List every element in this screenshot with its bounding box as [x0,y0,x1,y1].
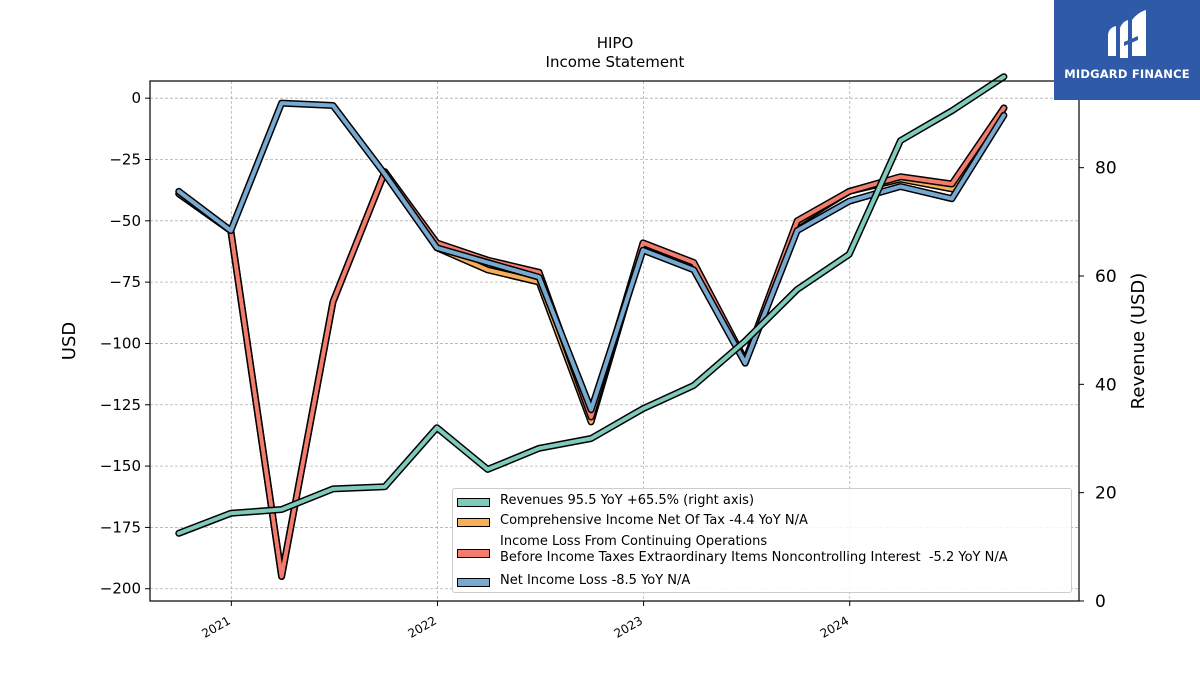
left-axis-label: USD [59,322,80,360]
right-axis: 0 20 40 60 80 [1079,159,1117,612]
left-tick-label: 0 [131,89,141,107]
right-tick-label: 60 [1095,267,1117,287]
legend-swatch-income-loss-continuing [457,549,490,558]
right-tick-label: 0 [1095,592,1106,612]
left-tick-label: −100 [100,334,141,352]
legend-swatch-revenues [457,498,490,507]
legend-label-revenues: Revenues 95.5 YoY +65.5% (right axis) [500,493,755,508]
left-tick-label: −50 [109,212,141,230]
series-layer [175,73,1008,580]
chart-subtitle: Income Statement [546,53,685,71]
logo-mark-icon [1108,10,1146,58]
left-tick-label: −200 [100,580,141,598]
plot-frame [149,80,1080,602]
brand-logo: MIDGARD FINANCE [1054,0,1200,100]
left-tick-label: −25 [109,150,141,168]
series-2-line [176,106,1006,579]
left-tick-label: −125 [100,396,141,414]
series-3-outline [175,99,1008,414]
left-tick-label: −150 [100,457,141,475]
series-0-line [176,74,1006,536]
legend-label-comprehensive-income: Comprehensive Income Net Of Tax -4.4 YoY… [500,513,808,528]
x-axis: 2021 2022 2023 2024 [199,601,851,641]
legend: Revenues 95.5 YoY +65.5% (right axis) Co… [452,488,1072,593]
legend-label-net-income-loss: Net Income Loss -8.5 YoY N/A [500,573,691,588]
x-tick-label: 2022 [405,613,438,640]
legend-label-income-loss-continuing: Income Loss From Continuing Operations B… [500,534,1008,565]
series-3-line [176,101,1006,412]
chart-grid [150,81,1079,601]
chart-title: HIPO [597,34,634,52]
legend-swatch-net-income-loss [457,578,490,587]
left-axis: 0 −25 −50 −75 −100 −125 −150 −175 −200 [100,89,150,598]
right-axis-label: Revenue (USD) [1128,273,1149,410]
right-tick-label: 20 [1095,484,1117,504]
left-tick-label: −75 [109,273,141,291]
logo-text: MIDGARD FINANCE [1064,67,1190,81]
legend-swatch-comprehensive-income [457,518,490,527]
x-tick-label: 2021 [199,613,232,640]
x-tick-label: 2023 [612,613,645,640]
left-tick-label: −175 [100,518,141,536]
right-tick-label: 40 [1095,375,1117,395]
right-tick-label: 80 [1095,159,1117,179]
x-tick-label: 2024 [818,613,851,640]
